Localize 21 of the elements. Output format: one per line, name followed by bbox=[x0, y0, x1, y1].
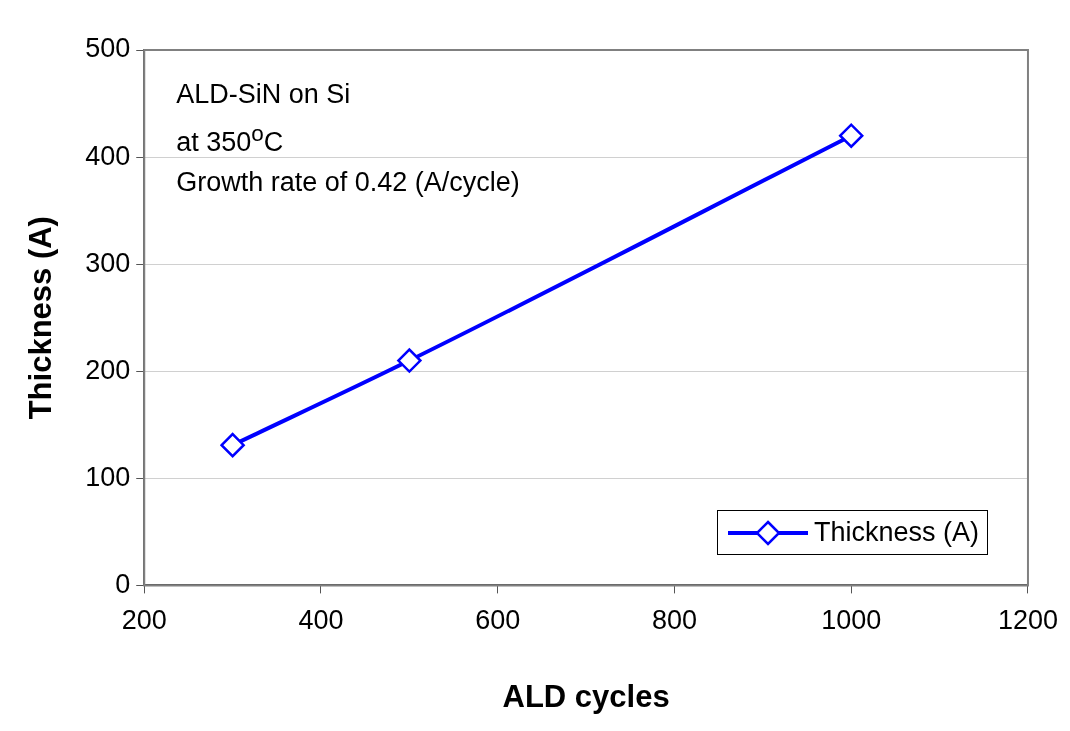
x-axis-title: ALD cycles bbox=[502, 678, 670, 714]
x-tick-label: 600 bbox=[475, 605, 521, 636]
legend-label: Thickness (A) bbox=[813, 517, 979, 549]
annotation: Growth rate of 0.42 (A/cycle) bbox=[176, 166, 520, 199]
x-tick-label: 200 bbox=[121, 605, 167, 636]
y-tick-label: 100 bbox=[85, 461, 131, 492]
y-tick-label: 300 bbox=[85, 247, 131, 278]
y-tick-label: 0 bbox=[115, 568, 131, 599]
point bbox=[838, 123, 864, 148]
y-tick-label: 400 bbox=[85, 140, 131, 171]
y-tick-label: 500 bbox=[85, 33, 131, 64]
x-tick-label: 1200 bbox=[997, 605, 1059, 636]
point bbox=[397, 348, 422, 373]
x-tick-label: 1000 bbox=[821, 605, 882, 636]
x-tick-label: 400 bbox=[298, 605, 344, 636]
x-tick-label: 800 bbox=[651, 605, 698, 636]
point bbox=[220, 432, 245, 458]
y-tick-label: 200 bbox=[85, 354, 131, 385]
annotation: at 350$^{o}$C bbox=[176, 120, 285, 159]
annotation: ALD-SiN on Si bbox=[176, 78, 352, 111]
y-axis-title: Thickness (A) bbox=[23, 216, 59, 420]
